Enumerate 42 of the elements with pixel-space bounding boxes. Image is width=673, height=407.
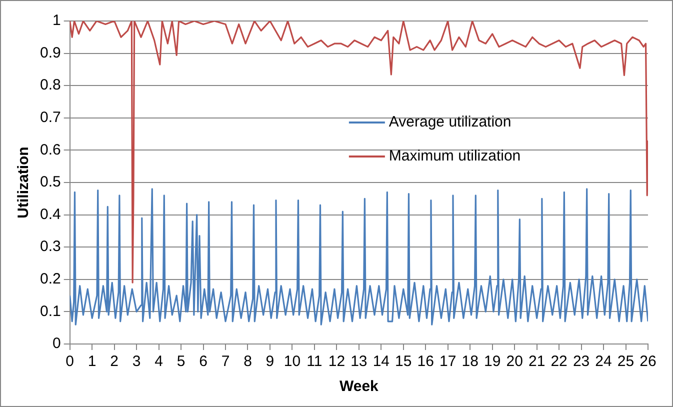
y-tick-label: 0.2 — [40, 270, 61, 288]
x-tick-label: 10 — [284, 353, 301, 370]
x-tick-label: 3 — [132, 353, 141, 370]
y-tick-label: 0.9 — [40, 44, 61, 62]
y-tick-label: 0.4 — [40, 206, 61, 223]
x-tick-label: 24 — [595, 353, 612, 370]
x-tick-label: 18 — [462, 353, 478, 370]
x-tick-label: 19 — [484, 353, 501, 370]
y-tick-label: 0.1 — [40, 302, 61, 320]
y-tick-label: 0.3 — [40, 238, 61, 256]
x-tick-label: 2 — [110, 353, 118, 370]
x-tick-label: 25 — [617, 353, 634, 370]
x-tick-label: 9 — [266, 353, 274, 370]
x-tick-label: 7 — [221, 353, 230, 370]
x-tick-label: 22 — [550, 353, 568, 370]
x-tick-label: 6 — [199, 353, 208, 370]
x-tick-label: 21 — [528, 353, 546, 370]
x-tick-label: 12 — [328, 353, 346, 370]
x-tick-label: 20 — [506, 353, 523, 370]
x-tick-label: 5 — [176, 353, 186, 370]
x-tick-label: 15 — [395, 353, 412, 370]
x-tick-label: 23 — [572, 353, 590, 370]
x-tick-label: 11 — [306, 353, 322, 370]
x-axis-title: Week — [339, 378, 380, 396]
legend-label: Average utilization — [388, 114, 512, 131]
y-tick-label: 1 — [52, 12, 61, 30]
y-tick-label: 0.8 — [40, 76, 61, 94]
x-tick-label: 4 — [154, 353, 163, 370]
x-tick-label: 14 — [372, 353, 390, 370]
y-tick-label: 0 — [52, 335, 61, 352]
x-tick-label: 8 — [244, 353, 252, 370]
y-tick-label: 0.7 — [40, 109, 61, 126]
y-axis-title: Utilization — [15, 146, 32, 218]
y-tick-label: 0.6 — [40, 141, 61, 158]
x-tick-label: 17 — [440, 353, 456, 370]
x-tick-label: 0 — [66, 353, 74, 370]
legend-label: Maximum utilization — [388, 148, 521, 165]
x-tick-label: 13 — [350, 353, 368, 370]
x-tick-label: 1 — [88, 353, 96, 370]
y-tick-label: 0.5 — [40, 174, 61, 191]
x-tick-label: 16 — [417, 353, 434, 370]
x-tick-label: 26 — [640, 353, 656, 370]
